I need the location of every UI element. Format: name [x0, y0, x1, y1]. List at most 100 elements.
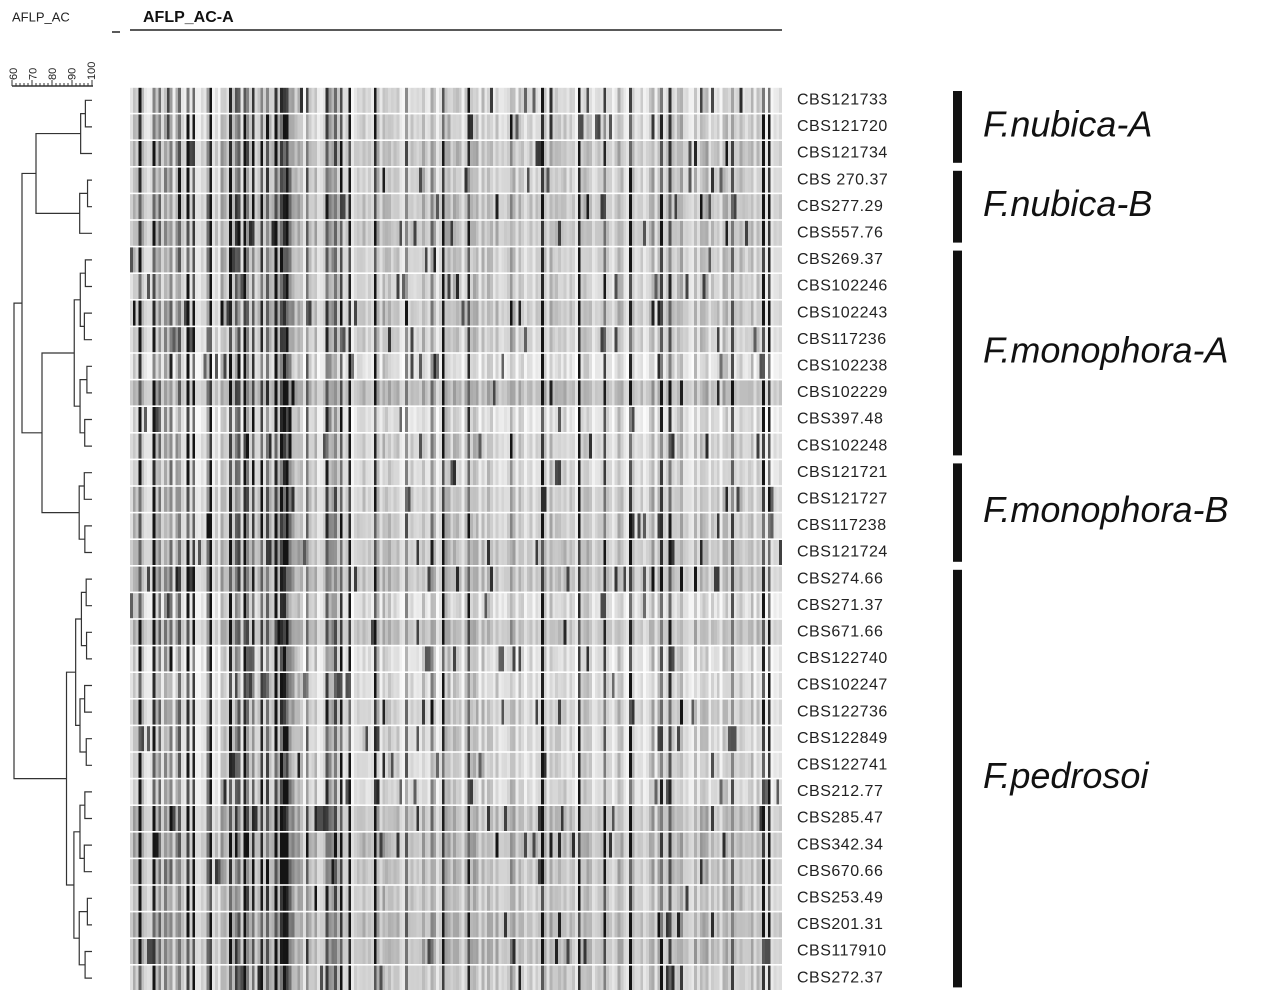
- band-lane: [130, 247, 782, 272]
- band-lane: [130, 939, 782, 964]
- band-lane: [130, 434, 782, 459]
- band-lane: [130, 620, 782, 645]
- dendrogram-branch: [36, 134, 81, 214]
- dendrogram-branch: [85, 792, 92, 819]
- strain-label: CBS277.29: [797, 198, 883, 215]
- band-lane: [130, 168, 782, 193]
- band-lane: [130, 407, 782, 432]
- strain-label: CBS121734: [797, 145, 888, 162]
- band-lane: [130, 753, 782, 778]
- strain-label: CBS121724: [797, 544, 888, 561]
- band-lane: [130, 912, 782, 937]
- strain-label: CBS397.48: [797, 411, 883, 428]
- scale-label: 70: [27, 68, 39, 80]
- dendrogram-branch: [87, 898, 92, 925]
- group-label: F.monophora-B: [983, 489, 1228, 530]
- strain-label: CBS102238: [797, 358, 888, 375]
- strain-label: CBS272.37: [797, 969, 883, 986]
- strain-label: CBS269.37: [797, 251, 883, 268]
- band-lane: [130, 859, 782, 884]
- strain-label: CBS122740: [797, 650, 888, 667]
- strain-label: CBS274.66: [797, 570, 883, 587]
- dendrogram-branch: [80, 193, 92, 233]
- strain-label: CBS117238: [797, 517, 887, 534]
- band-lane: [130, 274, 782, 299]
- group-bar: [953, 171, 962, 243]
- group-bar: [953, 570, 962, 988]
- band-lane: [130, 700, 782, 725]
- figure: AFLP_AC AFLP_AC-A 60 70 80 90 100 CBS121733 CB…: [0, 0, 1286, 990]
- strain-label: CBS122849: [797, 730, 888, 747]
- scale-label: 80: [47, 68, 59, 80]
- strain-label: CBS117236: [797, 331, 887, 348]
- dendrogram-branch: [85, 420, 92, 447]
- group-label: F.nubica-B: [983, 183, 1152, 224]
- header-title: AFLP_AC-A: [143, 9, 234, 26]
- strain-label: CBS285.47: [797, 810, 883, 827]
- strain-label: CBS102229: [797, 384, 888, 401]
- dendrogram-branch: [88, 180, 92, 207]
- strain-label: CBS212.77: [797, 783, 883, 800]
- band-lane: [130, 221, 782, 246]
- dendrogram-branch: [87, 632, 92, 659]
- band-lane: [130, 567, 782, 592]
- strain-label: CBS670.66: [797, 863, 883, 880]
- strain-label: CBS201.31: [797, 916, 883, 933]
- dendrogram-branch: [85, 952, 92, 979]
- dendrogram-branch: [80, 699, 86, 752]
- dendrogram-branch: [86, 739, 92, 766]
- dendrogram-branch: [81, 114, 92, 154]
- strain-label: CBS253.49: [797, 890, 883, 907]
- band-lane: [130, 593, 782, 618]
- dendrogram-branch: [22, 173, 42, 432]
- band-lane: [130, 779, 782, 804]
- strain-label: CBS122741: [797, 757, 888, 774]
- strain-label: CBS121720: [797, 118, 888, 135]
- strain-label: CBS557.76: [797, 225, 883, 242]
- dendrogram-branch: [74, 300, 80, 406]
- strain-label: CBS121733: [797, 92, 888, 109]
- band-lane: [130, 88, 782, 113]
- strain-label: CBS122736: [797, 703, 888, 720]
- scale-label: 100: [86, 62, 98, 80]
- dendrogram-branch: [85, 100, 92, 127]
- group-label: F.monophora-A: [983, 330, 1228, 371]
- dendrogram-branch: [80, 380, 87, 433]
- scale-label: 60: [8, 68, 20, 80]
- strain-label: CBS671.66: [797, 624, 883, 641]
- band-lane: [130, 301, 782, 326]
- band-lane: [130, 833, 782, 858]
- group-bar: [953, 91, 962, 163]
- dendrogram-branch: [84, 473, 92, 500]
- band-lane: [130, 646, 782, 671]
- strain-label: CBS121727: [797, 491, 888, 508]
- dendrogram-branch: [85, 686, 92, 713]
- strain-label: CBS102248: [797, 437, 888, 454]
- strain-label: CBS102246: [797, 278, 888, 295]
- header-left-label: AFLP_AC: [12, 9, 70, 24]
- band-lane: [130, 327, 782, 352]
- band-lane: [130, 886, 782, 911]
- dendrogram-branch: [87, 366, 92, 393]
- dendrogram-branch: [42, 353, 79, 513]
- band-lane: [130, 540, 782, 565]
- dendrogram-branch: [85, 526, 92, 553]
- group-label: F.pedrosoi: [983, 755, 1149, 796]
- band-lane: [130, 513, 782, 538]
- band-lane: [130, 806, 782, 831]
- dendrogram-branch: [84, 313, 92, 340]
- strain-label: CBS117910: [797, 943, 887, 960]
- dendrogram-branch: [85, 260, 92, 287]
- band-lane: [130, 966, 782, 990]
- band-lane: [130, 380, 782, 405]
- dendrogram-branch: [79, 912, 87, 965]
- strain-label: CBS342.34: [797, 836, 883, 853]
- band-lane: [130, 726, 782, 751]
- strain-label: CBS271.37: [797, 597, 883, 614]
- strain-label: CBS121721: [797, 464, 888, 481]
- group-bar: [953, 251, 962, 456]
- band-lane: [130, 673, 782, 698]
- group-label: F.nubica-A: [983, 103, 1152, 144]
- scale-label: 90: [66, 68, 78, 80]
- dendrogram-branch: [84, 845, 92, 872]
